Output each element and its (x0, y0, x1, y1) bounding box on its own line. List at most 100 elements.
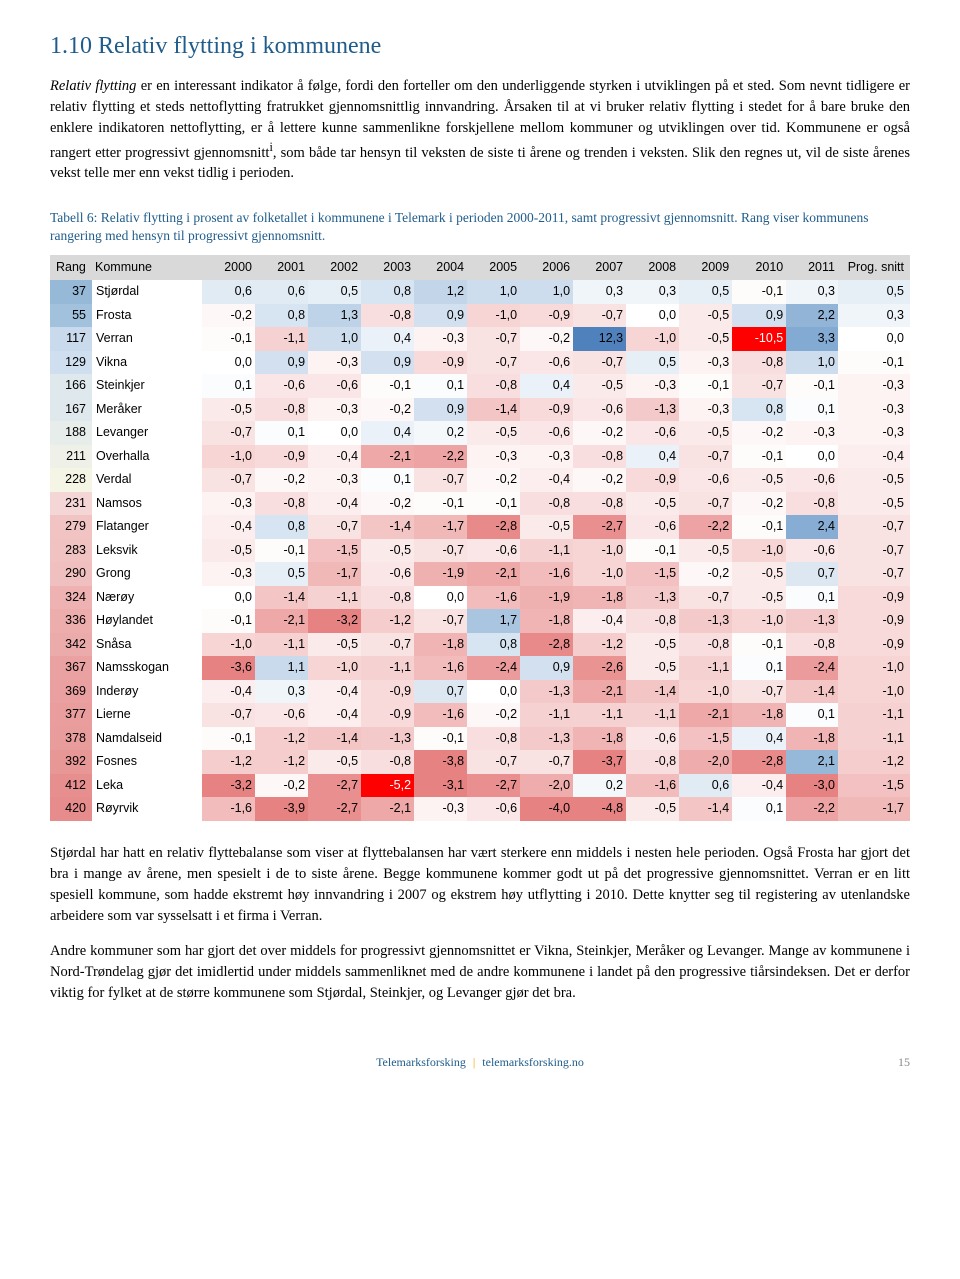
prog-cell: -0,5 (838, 468, 910, 492)
kommune-cell: Høylandet (92, 609, 202, 633)
value-cell: -0,8 (467, 374, 520, 398)
prog-cell: 0,0 (838, 327, 910, 351)
column-header: 2007 (573, 255, 626, 281)
value-cell: -0,6 (520, 351, 573, 375)
rang-cell: 378 (50, 727, 92, 751)
value-cell: -0,8 (786, 633, 838, 657)
table-row: 342Snåsa-1,0-1,1-0,5-0,7-1,80,8-2,8-1,2-… (50, 633, 910, 657)
value-cell: -0,2 (467, 468, 520, 492)
value-cell: -1,2 (202, 750, 255, 774)
prog-cell: -0,3 (838, 374, 910, 398)
value-cell: -0,9 (361, 703, 414, 727)
value-cell: -0,3 (308, 398, 361, 422)
value-cell: -2,8 (467, 515, 520, 539)
rang-cell: 117 (50, 327, 92, 351)
value-cell: -0,7 (202, 703, 255, 727)
kommune-cell: Frosta (92, 304, 202, 328)
value-cell: -1,3 (679, 609, 732, 633)
value-cell: 0,3 (573, 280, 626, 304)
body-paragraph-1: Stjørdal har hatt en relativ flyttebalan… (50, 843, 910, 927)
value-cell: 0,4 (626, 445, 679, 469)
value-cell: -0,1 (202, 327, 255, 351)
value-cell: -0,7 (467, 327, 520, 351)
value-cell: -1,4 (786, 680, 838, 704)
value-cell: -0,2 (255, 468, 308, 492)
value-cell: -2,2 (786, 797, 838, 821)
kommune-cell: Flatanger (92, 515, 202, 539)
prog-cell: -1,2 (838, 750, 910, 774)
value-cell: -0,8 (361, 304, 414, 328)
rang-cell: 377 (50, 703, 92, 727)
value-cell: -1,4 (255, 586, 308, 610)
value-cell: -2,2 (414, 445, 467, 469)
table-row: 377Lierne-0,7-0,6-0,4-0,9-1,6-0,2-1,1-1,… (50, 703, 910, 727)
value-cell: 0,8 (361, 280, 414, 304)
table-row: 211Overhalla-1,0-0,9-0,4-2,1-2,2-0,3-0,3… (50, 445, 910, 469)
value-cell: 0,3 (255, 680, 308, 704)
value-cell: 0,0 (786, 445, 838, 469)
value-cell: 0,1 (414, 374, 467, 398)
value-cell: -0,8 (786, 492, 838, 516)
value-cell: -0,3 (308, 468, 361, 492)
page-footer: Telemarksforsking | telemarksforsking.no… (50, 1054, 910, 1071)
value-cell: -0,6 (308, 374, 361, 398)
value-cell: -0,4 (308, 703, 361, 727)
column-header: 2002 (308, 255, 361, 281)
value-cell: 0,6 (679, 774, 732, 798)
table-row: 367Namsskogan-3,61,1-1,0-1,1-1,6-2,40,9-… (50, 656, 910, 680)
value-cell: 0,0 (202, 351, 255, 375)
value-cell: -1,6 (414, 703, 467, 727)
value-cell: -0,7 (679, 492, 732, 516)
value-cell: -0,1 (732, 633, 786, 657)
prog-cell: -1,0 (838, 656, 910, 680)
rang-cell: 324 (50, 586, 92, 610)
kommune-cell: Fosnes (92, 750, 202, 774)
value-cell: 0,1 (202, 374, 255, 398)
table-row: 55Frosta-0,20,81,3-0,80,9-1,0-0,9-0,70,0… (50, 304, 910, 328)
rang-cell: 55 (50, 304, 92, 328)
value-cell: 0,4 (520, 374, 573, 398)
value-cell: -0,7 (732, 374, 786, 398)
table-row: 412Leka-3,2-0,2-2,7-5,2-3,1-2,7-2,00,2-1… (50, 774, 910, 798)
value-cell: -1,1 (308, 586, 361, 610)
rang-cell: 167 (50, 398, 92, 422)
value-cell: -0,8 (361, 750, 414, 774)
prog-cell: -0,9 (838, 609, 910, 633)
value-cell: -1,2 (573, 633, 626, 657)
table-row: 420Røyrvik-1,6-3,9-2,7-2,1-0,3-0,6-4,0-4… (50, 797, 910, 821)
value-cell: -0,6 (467, 797, 520, 821)
value-cell: -0,8 (520, 492, 573, 516)
value-cell: -3,0 (786, 774, 838, 798)
value-cell: -0,6 (786, 539, 838, 563)
value-cell: 0,0 (626, 304, 679, 328)
value-cell: 0,2 (573, 774, 626, 798)
value-cell: -1,5 (626, 562, 679, 586)
kommune-cell: Levanger (92, 421, 202, 445)
value-cell: -0,7 (679, 445, 732, 469)
value-cell: -1,0 (732, 609, 786, 633)
value-cell: 0,4 (361, 327, 414, 351)
value-cell: 12,3 (573, 327, 626, 351)
body-paragraph-2: Andre kommuner som har gjort det over mi… (50, 941, 910, 1004)
value-cell: -0,5 (626, 492, 679, 516)
value-cell: -1,5 (308, 539, 361, 563)
prog-cell: -1,0 (838, 680, 910, 704)
value-cell: -0,1 (361, 374, 414, 398)
value-cell: -0,5 (679, 327, 732, 351)
value-cell: -0,7 (467, 750, 520, 774)
value-cell: 1,0 (467, 280, 520, 304)
value-cell: 0,9 (520, 656, 573, 680)
value-cell: -1,4 (626, 680, 679, 704)
kommune-cell: Stjørdal (92, 280, 202, 304)
value-cell: -1,0 (467, 304, 520, 328)
footer-separator: | (473, 1055, 475, 1069)
value-cell: -1,8 (786, 727, 838, 751)
value-cell: -0,3 (467, 445, 520, 469)
value-cell: 1,7 (467, 609, 520, 633)
value-cell: 0,5 (626, 351, 679, 375)
column-header: 2010 (732, 255, 786, 281)
value-cell: -0,3 (414, 797, 467, 821)
value-cell: -1,0 (202, 633, 255, 657)
value-cell: 0,9 (255, 351, 308, 375)
value-cell: -2,7 (308, 774, 361, 798)
